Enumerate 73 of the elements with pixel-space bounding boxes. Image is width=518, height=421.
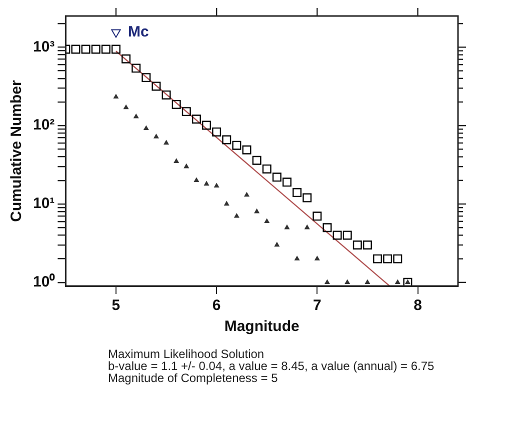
point (101, 44, 110, 54)
point (254, 208, 260, 214)
point (182, 107, 191, 116)
point (362, 240, 372, 250)
x-tick-label: 8 (414, 297, 422, 314)
y-tick-label: 10⁰ (32, 272, 56, 291)
point (252, 156, 262, 165)
point (202, 120, 212, 130)
point (274, 242, 280, 247)
x-tick-label: 7 (312, 297, 322, 314)
point (111, 44, 120, 54)
point (81, 44, 90, 54)
x-axis-title: Magnitude (224, 318, 300, 336)
point (352, 240, 362, 250)
point (393, 254, 402, 264)
point (142, 73, 151, 82)
point (312, 212, 322, 221)
point (332, 230, 342, 240)
point (164, 140, 169, 145)
y-tick-label: 10³ (32, 38, 55, 56)
point (304, 224, 310, 230)
point (192, 114, 201, 124)
x-tick-label: 6 (212, 297, 221, 314)
point (91, 44, 100, 54)
point (244, 192, 250, 197)
y-tick-label: 10² (32, 116, 55, 134)
point (302, 193, 312, 202)
point (132, 64, 141, 73)
text: Magnitude of Completeness = 5 (108, 371, 279, 385)
point (322, 223, 332, 232)
point (232, 140, 242, 150)
point (292, 188, 302, 198)
point (314, 256, 320, 260)
point (114, 94, 118, 99)
point (162, 90, 171, 100)
point (373, 254, 382, 264)
series-label: Mc (128, 23, 149, 40)
point (344, 280, 350, 284)
point (272, 172, 282, 182)
point (144, 126, 149, 130)
point (264, 218, 270, 223)
point (222, 135, 232, 144)
point (282, 178, 292, 187)
point (154, 134, 159, 138)
point (152, 82, 161, 91)
point (324, 280, 330, 284)
point (71, 44, 80, 54)
point (204, 181, 209, 186)
text: Maximum Likelihood Solution (108, 347, 266, 361)
point (134, 114, 139, 118)
point (224, 201, 230, 206)
text: b-value = 1.1 +/- 0.04, a value = 8.45, a value (annual) = 6.75 (108, 359, 434, 373)
point (234, 213, 240, 218)
point (212, 127, 222, 136)
point (284, 224, 290, 230)
point (124, 104, 128, 110)
point (111, 29, 121, 38)
point (122, 54, 131, 64)
point (184, 164, 189, 168)
point (242, 145, 252, 154)
point (395, 280, 400, 284)
point (262, 164, 272, 174)
y-tick-label: 10¹ (32, 195, 55, 212)
point (383, 254, 392, 264)
point (365, 280, 370, 284)
point (172, 100, 181, 109)
y-axis-title: Cumulative Number (8, 80, 26, 222)
point (194, 178, 199, 182)
point (214, 183, 219, 188)
point (342, 230, 352, 240)
x-tick-label: 5 (112, 297, 120, 314)
point (174, 158, 179, 163)
point (294, 256, 300, 260)
